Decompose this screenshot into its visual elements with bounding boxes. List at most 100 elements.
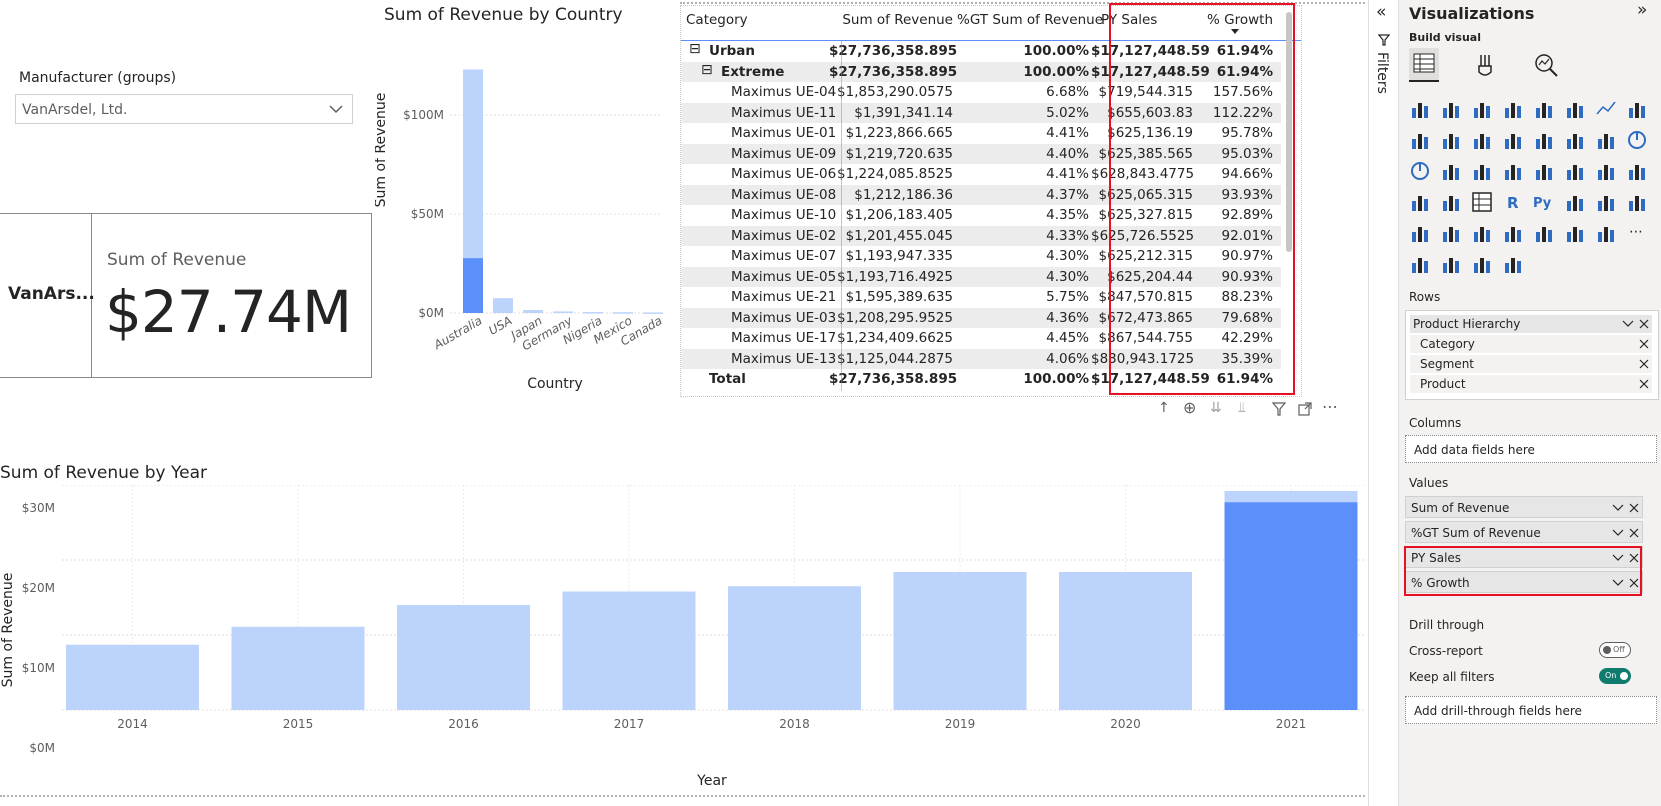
stacked-area-icon[interactable] — [1409, 129, 1431, 151]
expand-hierarchy-icon[interactable]: ⫫ — [1238, 400, 1246, 416]
analytics-tab[interactable] — [1531, 50, 1561, 84]
stacked-column-icon[interactable] — [1440, 98, 1462, 120]
matrix-row[interactable]: Maximus UE-21 $1,595,389.635 5.75% $847,570… — [681, 287, 1281, 307]
year-bar[interactable] — [66, 644, 199, 710]
values-field[interactable]: %GT Sum of Revenue — [1405, 521, 1643, 543]
build-visual-tab[interactable] — [1409, 48, 1439, 82]
r-visual-icon[interactable]: R — [1502, 191, 1524, 213]
country-bar[interactable] — [583, 312, 603, 314]
format-visual-tab[interactable] — [1471, 50, 1501, 84]
country-bar-highlight[interactable] — [463, 258, 483, 313]
drill-through-dropzone[interactable]: Add drill-through fields here — [1405, 696, 1657, 724]
rows-field-product[interactable]: Product — [1410, 375, 1652, 393]
values-well[interactable]: Sum of Revenue %GT Sum of Revenue PY Sal… — [1405, 496, 1657, 596]
remove-field-icon[interactable] — [1629, 578, 1639, 588]
matrix-total-row[interactable]: Total $27,736,358.895 100.00% $17,127,448.5… — [681, 369, 1281, 389]
key-influencers-icon[interactable] — [1564, 191, 1586, 213]
header-py-sales[interactable]: PY Sales — [1101, 12, 1158, 28]
go-next-level-icon[interactable]: ⇊ — [1210, 400, 1222, 416]
more-options-icon[interactable]: ⋯ — [1322, 397, 1338, 416]
year-bar-chart[interactable]: Sum of Revenue $30M $20M $10M $0M 2014 20… — [0, 485, 1365, 795]
chevron-down-icon[interactable] — [1622, 319, 1634, 329]
rows-well[interactable]: Product Hierarchy Category Segment Product — [1405, 310, 1659, 400]
keep-filters-toggle[interactable]: On — [1599, 668, 1631, 684]
matrix-row[interactable]: Maximus UE-17 $1,234,409.6625 4.45% $867,54… — [681, 328, 1281, 348]
revenue-card[interactable]: VanArs... Sum of Revenue $27.74M — [0, 213, 372, 378]
country-bar[interactable] — [493, 298, 513, 313]
smart-narrative-icon[interactable] — [1440, 222, 1462, 244]
remove-field-icon[interactable] — [1639, 319, 1649, 329]
power-automate-icon[interactable] — [1564, 222, 1586, 244]
header-sum-revenue[interactable]: Sum of Revenue — [842, 12, 953, 28]
matrix-row[interactable]: Maximus UE-08 $1,212,186.36 4.37% $625,065.… — [681, 184, 1281, 205]
matrix-row[interactable]: Maximus UE-03 $1,208,295.9525 4.36% $672,47… — [681, 307, 1281, 328]
power-apps-icon[interactable] — [1533, 222, 1555, 244]
filled-map-icon[interactable] — [1502, 160, 1524, 182]
clustered-column-icon[interactable] — [1502, 98, 1524, 120]
header-category[interactable]: Category — [686, 12, 748, 28]
line-clustered-icon[interactable] — [1471, 129, 1493, 151]
chevron-down-icon[interactable] — [1612, 528, 1624, 538]
azure-map-icon[interactable] — [1533, 160, 1555, 182]
country-bar[interactable] — [553, 311, 573, 313]
collapse-row-icon[interactable]: ⊟ — [689, 41, 701, 57]
collapse-filters-icon[interactable]: « — [1376, 2, 1387, 22]
image-icon[interactable] — [1502, 222, 1524, 244]
year-bar[interactable] — [562, 591, 696, 711]
matrix-row[interactable]: Maximus UE-02 $1,201,455.045 4.33% $625,726… — [681, 225, 1281, 246]
country-bar[interactable] — [523, 310, 543, 313]
kpi-icon[interactable] — [1409, 191, 1431, 213]
year-bar[interactable] — [728, 586, 861, 710]
collapse-row-icon[interactable]: ⊟ — [701, 61, 713, 78]
columns-dropzone[interactable]: Add data fields here — [1405, 435, 1657, 463]
matrix-row[interactable]: Maximus UE-04 $1,853,290.0575 6.68% $719,54… — [681, 82, 1281, 102]
line-stacked-icon[interactable] — [1440, 129, 1462, 151]
shape-map-icon[interactable] — [1440, 253, 1462, 275]
python-visual-icon[interactable]: Py — [1533, 191, 1555, 213]
remove-field-icon[interactable] — [1639, 359, 1649, 369]
values-field[interactable]: Sum of Revenue — [1405, 496, 1643, 518]
ribbon-icon[interactable] — [1502, 129, 1524, 151]
arcgis-icon[interactable] — [1595, 222, 1617, 244]
values-field[interactable]: % Growth — [1405, 571, 1643, 593]
matrix-scrollbar[interactable] — [1286, 12, 1292, 252]
rows-field-segment[interactable]: Segment — [1410, 355, 1652, 373]
matrix-row[interactable]: Maximus UE-01 $1,223,866.665 4.41% $625,136… — [681, 123, 1281, 143]
waterfall-icon[interactable] — [1533, 129, 1555, 151]
year-bar[interactable] — [1059, 572, 1192, 710]
metrics-icon[interactable] — [1502, 253, 1524, 275]
matrix-row[interactable]: ⊟ Urban $27,736,358.895 100.00% $17,127,448.… — [681, 41, 1281, 61]
slicer-icon[interactable] — [1471, 222, 1493, 244]
donut-icon[interactable] — [1409, 160, 1431, 182]
header-gt-revenue[interactable]: %GT Sum of Revenue — [957, 12, 1104, 28]
matrix-row[interactable]: Maximus UE-07 $1,193,947.335 4.30% $625,212… — [681, 246, 1281, 266]
country-bar[interactable] — [613, 312, 633, 314]
drill-up-icon[interactable]: ↑ — [1158, 400, 1170, 416]
header-growth[interactable]: % Growth — [1207, 12, 1273, 28]
remove-field-icon[interactable] — [1629, 528, 1639, 538]
map-icon[interactable] — [1471, 160, 1493, 182]
decomposition-tree-icon[interactable] — [1595, 191, 1617, 213]
matrix-row[interactable]: Maximus UE-11 $1,391,341.14 5.02% $655,603.… — [681, 102, 1281, 123]
manufacturer-dropdown[interactable]: VanArsdel, Ltd. — [15, 94, 353, 124]
matrix-row[interactable]: Maximus UE-09 $1,219,720.635 4.40% $625,385… — [681, 143, 1281, 164]
rows-field-category[interactable]: Category — [1410, 335, 1652, 353]
gauge-icon[interactable] — [1564, 160, 1586, 182]
matrix-row[interactable]: Maximus UE-13 $1,125,044.2875 4.06% $830,94… — [681, 348, 1281, 369]
chevron-down-icon[interactable] — [1612, 503, 1624, 513]
area-icon[interactable] — [1626, 98, 1648, 120]
matrix-row[interactable]: Maximus UE-05 $1,193,716.4925 4.30% $625,20… — [681, 266, 1281, 287]
multirow-card-icon[interactable] — [1626, 160, 1648, 182]
drill-down-icon[interactable]: ⊕ — [1183, 398, 1197, 417]
card-icon[interactable] — [1595, 160, 1617, 182]
year-bar[interactable] — [397, 605, 530, 710]
country-bar[interactable] — [643, 312, 663, 314]
year-bar[interactable] — [231, 626, 365, 710]
revenue-matrix[interactable]: Category Sum of Revenue %GT Sum of Reven… — [680, 5, 1302, 397]
trophy-icon[interactable] — [1471, 253, 1493, 275]
matrix-row[interactable]: Maximus UE-10 $1,206,183.405 4.35% $625,327… — [681, 205, 1281, 225]
100-column-icon[interactable] — [1564, 98, 1586, 120]
pie-icon[interactable] — [1626, 129, 1648, 151]
remove-field-icon[interactable] — [1629, 553, 1639, 563]
100-bar-icon[interactable] — [1533, 98, 1555, 120]
